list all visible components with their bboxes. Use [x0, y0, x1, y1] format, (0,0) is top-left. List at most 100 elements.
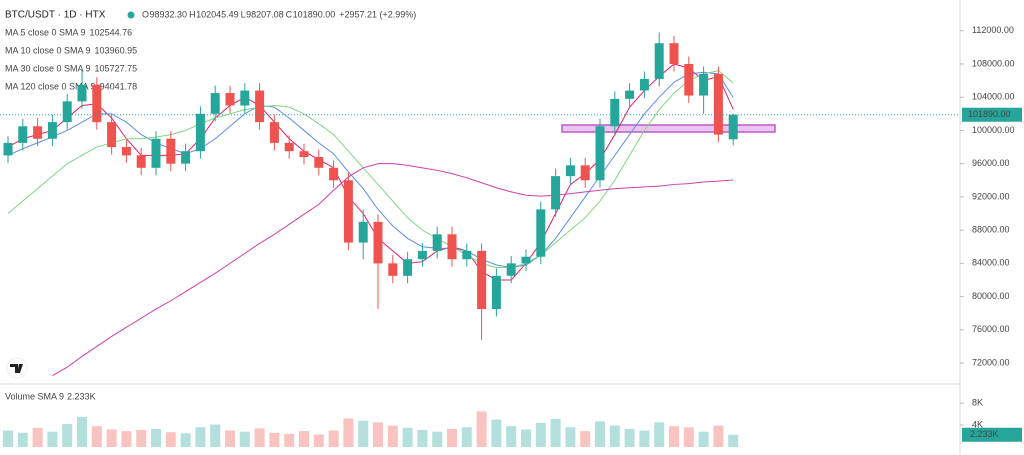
candle-body [373, 221, 383, 264]
volume-bar [77, 416, 87, 447]
candle-body [136, 155, 146, 168]
volume-bar [106, 429, 117, 447]
y-tick-label: 100000.00 [972, 125, 1015, 135]
candle-body [299, 151, 309, 158]
candle-body [269, 122, 279, 143]
legend-name: MA 10 close 0 SMA 9 [5, 45, 91, 55]
volume-bar [239, 431, 250, 447]
candle-body [210, 93, 220, 114]
candle-body [551, 176, 561, 210]
candle-body [713, 73, 723, 135]
candle-body [33, 126, 43, 139]
candle-body [195, 113, 205, 152]
candle-body [536, 209, 546, 257]
last-price-tag [962, 107, 1022, 122]
volume-bar [565, 427, 576, 447]
candle-body [432, 234, 442, 251]
volume-bar [624, 428, 635, 447]
volume-bar [609, 425, 620, 447]
volume-bar [225, 430, 235, 447]
ohlc-key: O [142, 9, 149, 19]
y-tick-label: 112000.00 [972, 25, 1014, 35]
y-tick-label: 72000.00 [972, 357, 1010, 367]
ohlc-change: +2957.21 (+2.99%) [339, 9, 416, 19]
volume-bar [299, 431, 309, 447]
volume-bar [639, 430, 650, 447]
volume-tag [962, 427, 1022, 442]
legend: MA 5 close 0 SMA 9 102544.76 MA 10 close 0… [5, 27, 137, 91]
legend-name: MA 120 close 0 SMA 9 [5, 81, 96, 91]
candle-body [462, 250, 472, 260]
ohlc-value: 102045.49 [196, 9, 239, 19]
candle-body [121, 147, 131, 156]
volume-bar [47, 431, 58, 447]
volume-bar [387, 425, 398, 447]
volume-bar [313, 434, 324, 447]
volume-bar [698, 431, 709, 447]
volume-bar [521, 429, 531, 447]
ma-line [52, 163, 734, 376]
volume-bar [17, 432, 28, 447]
candle-body [580, 165, 590, 181]
tv-logo [6, 357, 28, 379]
candle-body [610, 98, 620, 127]
volume-bar [713, 425, 724, 447]
candle-body [669, 43, 679, 64]
candle-body [225, 93, 235, 106]
volume-bar [461, 427, 472, 447]
candle-body [47, 122, 57, 139]
volume-bar [373, 422, 383, 447]
volume-bar [254, 428, 265, 447]
candle-body [388, 263, 398, 276]
candle-body [477, 250, 487, 310]
ohlc-value: 101890.00 [293, 9, 336, 19]
symbol: BTC/USDT · 1D · HTX [5, 10, 106, 21]
volume-bar [432, 431, 443, 447]
candle-body [284, 142, 294, 152]
candle-body [728, 114, 738, 140]
candle-body [255, 90, 265, 123]
candle-body [447, 234, 457, 260]
volume-bar [491, 419, 502, 447]
candle-body [151, 138, 161, 168]
ohlc-value: 98932.30 [150, 9, 188, 19]
y-tick-label: 80000.00 [972, 291, 1010, 301]
legend-value: 102544.76 [90, 27, 133, 37]
candle-body [491, 275, 501, 310]
volume-bar [580, 431, 591, 447]
candle-body [684, 63, 694, 96]
volume-bar [476, 411, 487, 447]
candle-body [699, 73, 709, 96]
legend-name: MA 30 close 0 SMA 9 [5, 63, 91, 73]
volume-bar [550, 419, 561, 447]
volume-bar [3, 430, 13, 447]
candle-body [506, 263, 516, 276]
last-price-label: 101890.00 [968, 109, 1011, 119]
ohlc-key: L [241, 9, 246, 19]
volume-bar [151, 428, 161, 447]
volume-tick-label: 8K [972, 398, 983, 408]
candle-body [62, 101, 72, 123]
candle-body [329, 167, 339, 181]
volume-bar [654, 422, 665, 447]
y-tick-label: 104000.00 [972, 92, 1015, 102]
volume-bar [180, 433, 191, 447]
volume-bar [669, 426, 679, 447]
ohlc-key: C [286, 9, 293, 19]
volume-name: Volume SMA 9 [5, 391, 64, 401]
y-tick-label: 92000.00 [972, 191, 1010, 201]
volume-bar [402, 427, 413, 447]
candle-body [166, 138, 176, 164]
volume-bar [358, 420, 369, 447]
candle-body [18, 126, 28, 143]
y-tick-label: 88000.00 [972, 225, 1010, 235]
legend-value: 103960.95 [95, 45, 138, 55]
legend-name: MA 5 close 0 SMA 9 [5, 27, 86, 37]
ohlc-key: H [189, 9, 196, 19]
volume-bar [343, 418, 354, 447]
legend-value: 94041.78 [100, 81, 138, 91]
ma-line [7, 63, 734, 281]
volume-bar [447, 428, 457, 447]
volume-tag-label: 2.233K [970, 429, 999, 439]
